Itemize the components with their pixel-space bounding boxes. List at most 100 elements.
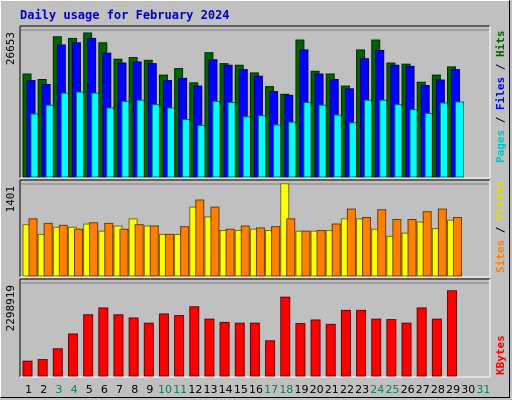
y-max-label: 1401	[4, 186, 17, 213]
bar-kbytes-day-2	[37, 359, 48, 377]
bar-sites-day-6	[104, 222, 114, 277]
legend-separator: /	[494, 110, 507, 130]
x-tick-label-day-12: 12	[188, 383, 202, 396]
legend-pages: Pages	[494, 130, 507, 163]
bar-kbytes-day-9	[143, 322, 154, 377]
x-tick-label-day-17: 17	[264, 383, 278, 396]
x-tick-label-day-25: 25	[385, 383, 399, 396]
x-tick-label-day-22: 22	[340, 383, 354, 396]
x-tick-label-day-14: 14	[219, 383, 233, 396]
bar-sites-day-14	[225, 228, 235, 277]
x-tick-label-day-10: 10	[158, 383, 172, 396]
x-tick-label-day-21: 21	[325, 383, 339, 396]
bar-kbytes-day-5	[83, 314, 94, 377]
bar-pages-day-29	[455, 101, 465, 178]
bar-kbytes-day-22	[340, 309, 351, 377]
bar-kbytes-day-1	[22, 360, 33, 377]
bar-sites-day-21	[331, 223, 341, 277]
bar-sites-day-17	[271, 226, 281, 277]
bar-sites-day-19	[301, 230, 311, 277]
bar-kbytes-day-20	[310, 319, 321, 377]
bar-kbytes-day-25	[386, 319, 397, 377]
bar-sites-day-13	[210, 206, 220, 277]
legend-visits: Visits	[494, 180, 507, 220]
bar-sites-day-16	[255, 227, 265, 277]
bar-kbytes-day-15	[234, 322, 245, 377]
x-tick-label-day-29: 29	[446, 383, 460, 396]
legend-sites: Sites	[494, 240, 507, 273]
bar-sites-day-8	[134, 224, 144, 277]
bar-kbytes-day-18	[280, 296, 291, 377]
legend-hits-files-pages: Pages / Files / Hits	[494, 31, 507, 164]
legend-visits-sites: Sites / Visits	[494, 180, 507, 273]
bar-kbytes-day-26	[401, 322, 412, 377]
x-tick-label-day-16: 16	[249, 383, 263, 396]
x-tick-label-day-19: 19	[294, 383, 308, 396]
x-tick-label-day-15: 15	[234, 383, 248, 396]
x-tick-label-day-28: 28	[431, 383, 445, 396]
bar-kbytes-day-29	[447, 290, 458, 377]
bar-kbytes-day-13	[204, 318, 215, 377]
bar-kbytes-day-23	[356, 309, 367, 377]
bar-sites-day-3	[58, 224, 68, 277]
x-tick-label-day-4: 4	[71, 383, 78, 396]
legend-hits: Hits	[494, 31, 507, 58]
bar-kbytes-day-6	[98, 307, 109, 377]
x-tick-label-day-30: 30	[461, 383, 475, 396]
x-tick-label-day-9: 9	[146, 383, 153, 396]
bar-kbytes-day-4	[67, 333, 78, 377]
bar-sites-day-20	[316, 230, 326, 277]
x-tick-label-day-3: 3	[55, 383, 62, 396]
bar-sites-day-18	[286, 218, 296, 277]
bar-sites-day-15	[240, 225, 250, 277]
y-max-label: 26653	[4, 32, 17, 65]
x-tick-label-day-13: 13	[204, 383, 218, 396]
x-tick-label-day-31: 31	[476, 383, 490, 396]
bar-kbytes-day-3	[52, 348, 63, 377]
bar-sites-day-12	[195, 199, 205, 277]
x-tick-label-day-6: 6	[101, 383, 108, 396]
bar-sites-day-24	[377, 209, 387, 277]
legend-files: Files	[494, 77, 507, 110]
x-tick-label-day-1: 1	[25, 383, 32, 396]
bar-sites-day-7	[119, 228, 129, 277]
bar-sites-day-4	[73, 228, 83, 277]
legend-separator: /	[494, 220, 507, 240]
y-max-label: 2298919	[4, 285, 17, 331]
bar-sites-day-11	[180, 226, 190, 277]
bar-kbytes-day-8	[128, 317, 139, 377]
bar-kbytes-day-7	[113, 314, 124, 377]
bar-kbytes-day-24	[371, 318, 382, 377]
x-tick-label-day-11: 11	[173, 383, 187, 396]
x-tick-label-day-7: 7	[116, 383, 123, 396]
bar-kbytes-day-21	[325, 323, 336, 377]
bar-kbytes-day-17	[265, 340, 276, 377]
bar-sites-day-22	[346, 208, 356, 277]
bar-sites-day-27	[422, 211, 432, 277]
legend-kbytes: KBytes	[494, 335, 507, 375]
bar-sites-day-2	[43, 222, 53, 277]
bar-kbytes-day-19	[295, 323, 306, 377]
bar-sites-day-1	[28, 218, 38, 277]
bar-sites-day-23	[362, 217, 372, 277]
bar-sites-day-9	[149, 225, 159, 277]
bar-kbytes-day-14	[219, 321, 230, 377]
bar-sites-day-10	[164, 233, 174, 277]
bar-sites-day-29	[453, 217, 463, 277]
x-tick-label-day-5: 5	[86, 383, 93, 396]
bar-sites-day-5	[89, 222, 99, 277]
x-tick-label-day-20: 20	[310, 383, 324, 396]
bar-sites-day-25	[392, 218, 402, 277]
bar-kbytes-day-12	[189, 306, 200, 377]
x-tick-label-day-24: 24	[370, 383, 384, 396]
bar-kbytes-day-10	[158, 313, 169, 377]
legend-kbytes: KBytes	[494, 335, 507, 375]
x-tick-label-day-26: 26	[401, 383, 415, 396]
bar-sites-day-28	[437, 208, 447, 277]
x-tick-label-day-27: 27	[416, 383, 430, 396]
x-tick-label-day-23: 23	[355, 383, 369, 396]
x-tick-label-day-18: 18	[279, 383, 293, 396]
x-tick-label-day-8: 8	[131, 383, 138, 396]
